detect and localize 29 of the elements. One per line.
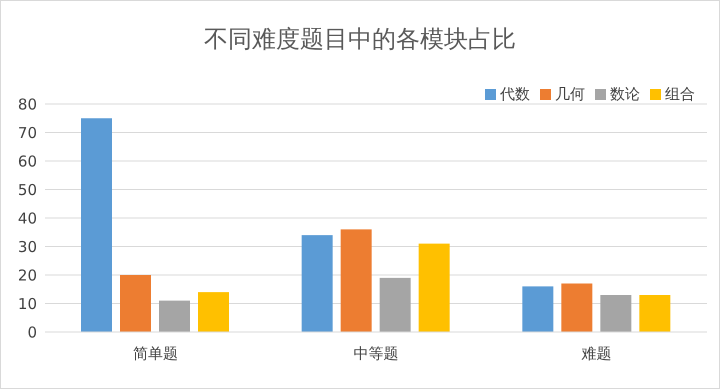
y-tick-label: 20 <box>18 266 37 284</box>
bar <box>561 284 592 332</box>
y-tick-label: 60 <box>18 152 37 170</box>
y-tick-label: 0 <box>27 323 37 342</box>
bar <box>302 235 333 332</box>
x-tick-label: 难题 <box>580 344 612 363</box>
y-tick-label: 10 <box>18 294 37 313</box>
bar <box>380 278 411 332</box>
y-tick-label: 70 <box>18 124 37 142</box>
x-tick-label: 简单题 <box>132 344 178 363</box>
legend-label: 几何 <box>555 85 585 103</box>
y-tick-label: 40 <box>18 209 37 228</box>
bar <box>600 294 632 332</box>
legend-label: 数论 <box>610 85 640 103</box>
legend-label: 代数 <box>500 85 530 103</box>
bar <box>120 275 151 332</box>
bar <box>340 229 372 332</box>
bar <box>639 294 670 332</box>
bar <box>418 244 450 332</box>
legend-label: 组合 <box>665 85 695 103</box>
y-tick-label: 50 <box>18 180 37 199</box>
y-tick-label: 30 <box>18 238 37 256</box>
bar <box>81 118 112 332</box>
y-tick-label: 80 <box>18 95 37 114</box>
bar <box>522 286 554 332</box>
bar <box>198 292 229 332</box>
x-tick-label: 中等题 <box>354 344 398 363</box>
chart-title: 不同难度题目中的各模块占比 <box>203 24 517 55</box>
bar <box>159 300 190 332</box>
